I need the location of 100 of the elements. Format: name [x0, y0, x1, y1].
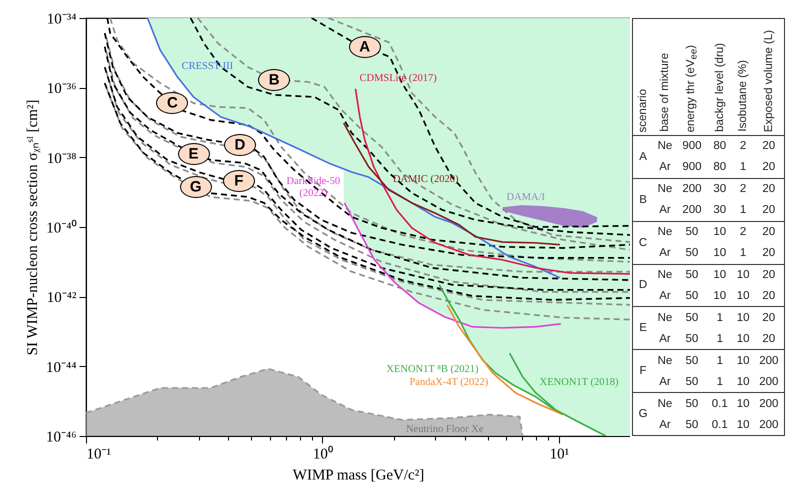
text: 0.1	[710, 418, 729, 433]
text: 20	[761, 268, 776, 283]
text: 10	[736, 268, 750, 283]
annotation: G	[190, 178, 202, 196]
text: 50	[684, 310, 700, 326]
text: 1	[716, 332, 724, 347]
x-tick-label: 10⁰	[312, 446, 333, 462]
text: 80	[712, 139, 728, 154]
text: 200	[758, 396, 780, 412]
text: backgr level (dru)	[714, 43, 726, 132]
y-tick-label: 10⁻⁴⁶	[46, 430, 76, 446]
text: Ar	[658, 418, 672, 433]
text: 10	[736, 310, 750, 326]
text: 50	[684, 246, 700, 262]
y-tick-label: 10⁻⁴⁰	[46, 220, 76, 236]
text: 20	[761, 160, 776, 176]
text: C	[638, 236, 648, 251]
text: 200	[758, 354, 780, 369]
text: 10	[712, 268, 728, 283]
text: D	[638, 278, 648, 294]
text: 20	[761, 288, 776, 304]
text: 50	[684, 354, 700, 369]
annotation: A	[359, 38, 370, 56]
annotation: CDMSLite (2017)	[359, 72, 437, 84]
annotation: DAMIC (2020)	[392, 174, 458, 186]
text: Isobutane (%)	[737, 60, 750, 132]
y-tick-label: 10⁻³⁸	[46, 150, 76, 167]
text: 1	[716, 354, 724, 369]
text: 200	[681, 182, 703, 198]
annotation: C	[166, 94, 178, 112]
x-tick-label: 10¹	[550, 446, 570, 462]
text: Ne	[656, 310, 674, 326]
text: 20	[761, 225, 776, 240]
text: B	[638, 192, 648, 208]
text: Ne	[656, 182, 674, 198]
text: Ne	[656, 139, 674, 154]
text: 80	[712, 160, 728, 176]
text: Ar	[658, 374, 672, 390]
text: A	[638, 150, 648, 165]
text: 50	[684, 332, 700, 347]
y-tick-label: 10⁻³⁴	[46, 12, 76, 28]
text: 1	[716, 310, 724, 326]
text: E	[638, 321, 648, 336]
text: 20	[761, 139, 776, 154]
text: 10	[712, 288, 728, 304]
text: 1	[716, 374, 724, 390]
text: 10	[736, 374, 750, 390]
text: Ar	[658, 332, 672, 347]
annotation: F	[234, 172, 244, 190]
text: 10	[736, 396, 750, 412]
y-tick-label: 10⁻³⁶	[46, 81, 76, 98]
annotation: E	[188, 145, 199, 162]
text: 2	[738, 182, 748, 198]
annotation: XENON1T ⁸B (2021)	[386, 364, 479, 376]
annotation: B	[268, 71, 280, 88]
text: 900	[681, 139, 703, 154]
text: 20	[761, 182, 776, 198]
text: base of mixture	[658, 53, 671, 132]
annotation: D	[234, 136, 246, 154]
text: 50	[684, 418, 700, 433]
text: Ar	[658, 246, 672, 262]
text: Ne	[656, 396, 674, 412]
annotation: DAMA/I	[506, 192, 546, 204]
text: 10	[736, 332, 750, 347]
text: 2	[738, 139, 748, 154]
text: 10	[712, 246, 728, 262]
annotation: XENON1T (2018)	[540, 376, 618, 388]
x-axis-title: WIMP mass [GeV/c²]	[292, 468, 424, 484]
text: Ar	[658, 160, 672, 176]
text: 900	[681, 160, 703, 176]
annotation: Neutrino Floor Xe	[406, 424, 484, 436]
text: 20	[761, 332, 776, 347]
text: 50	[684, 288, 700, 304]
y-tick-label: 10⁻⁴²	[46, 290, 77, 306]
text: 30	[712, 182, 728, 198]
text: 0.1	[710, 396, 729, 412]
text: 50	[684, 396, 700, 412]
annotation: PandaX-4T (2022)	[409, 376, 488, 388]
text: 200	[758, 374, 780, 390]
text: 1	[738, 203, 748, 218]
text: 50	[684, 225, 700, 240]
text: 20	[761, 310, 776, 326]
text: 10	[712, 225, 728, 240]
text: 10	[736, 354, 750, 369]
y-tick-label: 10⁻⁴⁴	[46, 360, 76, 376]
text: 50	[684, 268, 700, 283]
text: 200	[758, 418, 780, 433]
text: Ne	[656, 268, 674, 283]
text: scenario	[637, 88, 650, 132]
text: 20	[761, 203, 776, 218]
text: 2	[738, 225, 748, 240]
text: 1	[738, 160, 748, 176]
text: 30	[712, 203, 728, 218]
text: 200	[681, 203, 703, 218]
text: 20	[761, 246, 776, 262]
text: 1	[738, 246, 748, 262]
text: Ne	[656, 354, 674, 369]
text: Exposed volume (L)	[762, 30, 775, 132]
text: Ne	[656, 225, 674, 240]
text: 50	[684, 374, 700, 390]
